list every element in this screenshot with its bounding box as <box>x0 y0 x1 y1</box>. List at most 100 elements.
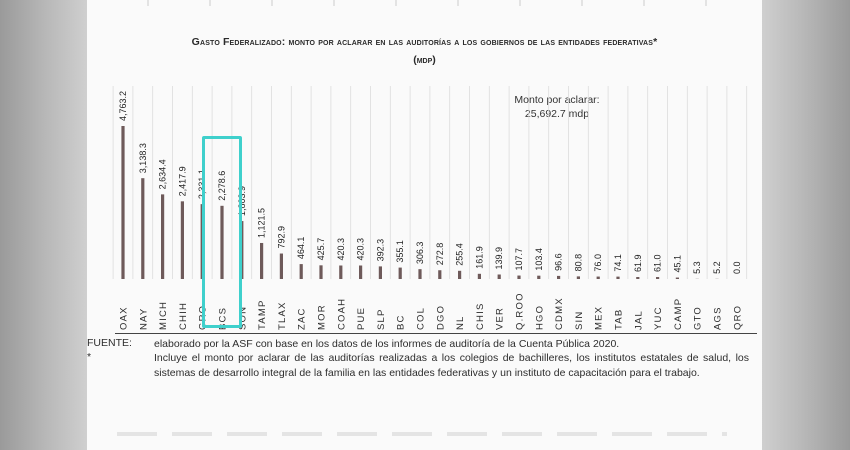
value-label: 425.7 <box>316 238 326 261</box>
category-label: BC <box>396 314 407 330</box>
value-label: 3,138.3 <box>138 143 148 173</box>
note-source-label: FUENTE: <box>87 337 132 349</box>
bar-tab <box>616 276 620 279</box>
category-label: SON <box>237 306 248 330</box>
bar-tlax <box>279 253 283 279</box>
category-label: SIN <box>574 311 585 330</box>
bar-sin <box>576 276 580 279</box>
category-label: OAX <box>119 306 130 330</box>
left-background <box>0 0 87 450</box>
bar-qroo <box>517 275 521 279</box>
category-label: MEX <box>594 306 605 330</box>
value-label: 4,763.2 <box>118 91 128 121</box>
category-label: TLAX <box>277 301 288 330</box>
bar-chart: 4,763.2 OAX 3,138.3 NAY 2,634.4 MICH 2,417.9 CH… <box>112 86 748 331</box>
notes-separator <box>115 333 757 334</box>
bar-camp <box>675 277 679 279</box>
value-label: 1,121.5 <box>257 208 267 238</box>
value-label: 420.3 <box>336 238 346 261</box>
bar-hgo <box>537 275 541 279</box>
category-label: CDMX <box>554 297 565 330</box>
bar-slp <box>378 266 382 279</box>
category-label: NAY <box>138 308 149 330</box>
value-label: 61.0 <box>653 255 663 273</box>
category-label: COL <box>416 307 427 330</box>
category-label: GTO <box>693 306 704 330</box>
bar-coah <box>339 265 343 279</box>
value-label: 306.3 <box>415 242 425 265</box>
chart-subtitle: (mdp) <box>413 54 436 66</box>
bar-tamp <box>260 242 264 279</box>
category-label: MICH <box>158 301 169 330</box>
value-label: 392.3 <box>375 239 385 262</box>
category-label: COAH <box>336 298 347 330</box>
value-label: 96.6 <box>554 253 564 271</box>
value-label: 5.2 <box>712 261 722 274</box>
total-label: Monto por aclarar: <box>514 94 600 106</box>
value-label: 2,634.4 <box>158 159 168 189</box>
value-label: 161.9 <box>474 246 484 269</box>
category-label: DGO <box>435 305 446 330</box>
category-label: HGO <box>534 305 545 330</box>
category-label: ZAC <box>297 307 308 330</box>
value-label: 420.3 <box>356 238 366 261</box>
category-label: CAMP <box>673 298 684 330</box>
bar-mex <box>596 276 600 279</box>
value-label: 80.8 <box>573 254 583 272</box>
bar-chih <box>180 201 184 279</box>
bar-mich <box>161 194 165 279</box>
category-label: BCS <box>218 307 229 330</box>
category-label: VER <box>495 307 506 330</box>
bar-pue <box>359 265 363 279</box>
value-label: 2,278.6 <box>217 171 227 201</box>
category-label: TAMP <box>257 300 268 330</box>
bar-ver <box>497 274 501 279</box>
bar-nay <box>141 178 145 279</box>
category-label: YUC <box>653 306 664 330</box>
value-label: 61.9 <box>633 254 643 272</box>
chart-title: Gasto Federalizado: monto por aclarar en… <box>191 36 658 48</box>
cropped-text-line <box>87 0 762 6</box>
category-label: JAL <box>633 310 644 330</box>
value-label: 255.4 <box>455 243 465 266</box>
value-label: 272.8 <box>435 243 445 266</box>
bar-bc <box>398 267 402 279</box>
value-label: 76.0 <box>593 254 603 272</box>
category-label: SLP <box>376 308 387 330</box>
bar-bcs <box>220 205 224 279</box>
value-label: 74.1 <box>613 254 623 272</box>
total-annotation: Monto por aclarar: 25,692.7 mdp <box>482 93 632 121</box>
highlight-box <box>202 136 242 328</box>
category-label: CHIH <box>178 302 189 330</box>
category-label: TAB <box>614 309 625 330</box>
note-footnote-label: * <box>87 351 92 363</box>
category-label: CHIS <box>475 303 486 331</box>
category-label: QRO <box>732 305 743 330</box>
value-label: 2,417.9 <box>177 166 187 196</box>
category-label: MOR <box>317 304 328 330</box>
bar-zac <box>299 264 303 279</box>
value-label: 5.3 <box>692 261 702 274</box>
bar-chis <box>477 273 481 279</box>
document-page: Gasto Federalizado: monto por aclarar en… <box>87 0 762 450</box>
category-label: NL <box>455 315 466 330</box>
value-label: 0.0 <box>732 261 742 274</box>
bar-col <box>418 269 422 279</box>
category-label: AGS <box>713 306 724 330</box>
bar-jal <box>636 277 640 279</box>
value-label: 107.7 <box>514 248 524 271</box>
value-label: 355.1 <box>395 240 405 263</box>
bar-oax <box>121 126 125 279</box>
value-label: 139.9 <box>494 247 504 270</box>
note-source-text: elaborado por la ASF con base en los dat… <box>154 338 620 350</box>
bar-nl <box>458 270 462 279</box>
bar-cdmx <box>557 275 561 279</box>
bar-mor <box>319 265 323 279</box>
bar-yuc <box>656 277 660 279</box>
category-label: PUE <box>356 307 367 330</box>
note-footnote-text: Incluye el monto por aclarar de las audi… <box>154 352 749 379</box>
bar-dgo <box>438 270 442 279</box>
value-label: 792.9 <box>276 226 286 249</box>
cropped-footer <box>117 432 727 436</box>
category-label: Q.ROO <box>515 292 526 330</box>
